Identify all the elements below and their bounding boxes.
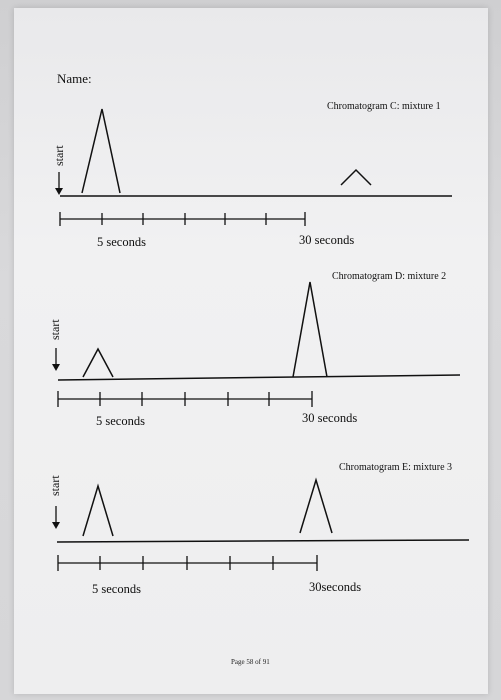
tick-label-5s: 5 seconds: [96, 414, 145, 428]
peak-1: [82, 347, 114, 378]
start-label: start: [48, 475, 62, 496]
start-arrow: [55, 172, 63, 195]
chromatogram-title: Chromatogram E: mixture 3: [339, 462, 453, 473]
start-arrow: [52, 348, 60, 371]
chromatogram-e-plot: [52, 477, 470, 571]
tick-label-5s: 5 seconds: [97, 235, 146, 249]
peak-2: [292, 281, 328, 378]
chromatogram-c: Chromatogram C: mixture 1 start 5 second…: [0, 0, 501, 260]
baseline: [56, 539, 470, 543]
peak-2: [299, 477, 333, 534]
peak-1: [82, 483, 114, 537]
tick-label-30s: 30 seconds: [302, 411, 358, 425]
peak-2: [340, 168, 372, 186]
axis-ticks: [59, 212, 306, 226]
baseline: [57, 374, 461, 381]
tick-label-30s: 30 seconds: [299, 233, 355, 247]
page-number: Page 58 of 91: [231, 658, 270, 666]
chromatogram-e: Chromatogram E: mixture 3 start 5 second…: [48, 462, 470, 596]
chromatogram-title: Chromatogram D: mixture 2: [332, 271, 447, 282]
chromatogram-d-plot: [52, 281, 461, 407]
tick-label-5s: 5 seconds: [92, 582, 141, 596]
worksheet-page: [14, 8, 488, 694]
chromatogram-title: Chromatogram C: mixture 1: [327, 101, 441, 112]
tick-label-30s: 30seconds: [309, 580, 362, 594]
chromatogram-c-plot: [55, 108, 452, 226]
peak-1: [81, 108, 121, 194]
chromatogram-d: Chromatogram D: mixture 2 start 5 second…: [48, 271, 461, 428]
start-arrow: [52, 506, 60, 529]
axis-ticks: [57, 555, 318, 571]
axis-ticks: [57, 391, 313, 407]
name-label: Name:: [57, 71, 92, 86]
